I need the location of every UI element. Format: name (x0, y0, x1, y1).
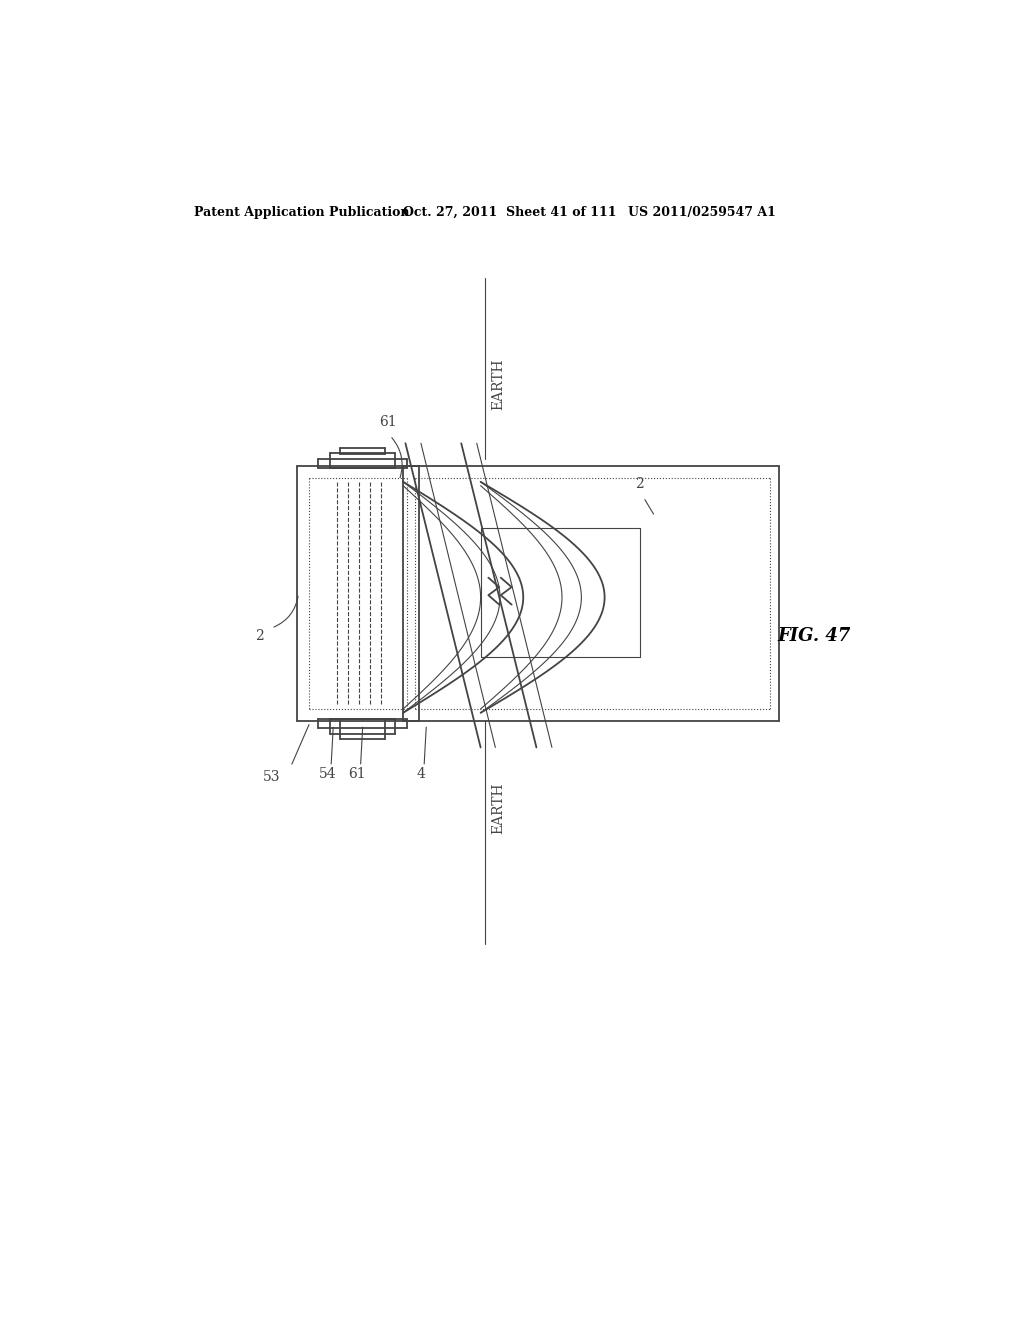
Text: 53: 53 (262, 770, 281, 784)
Text: Oct. 27, 2011  Sheet 41 of 111: Oct. 27, 2011 Sheet 41 of 111 (403, 206, 616, 219)
Text: 61: 61 (348, 767, 367, 781)
Text: 54: 54 (319, 767, 337, 781)
Text: 4: 4 (417, 767, 425, 781)
Text: US 2011/0259547 A1: US 2011/0259547 A1 (628, 206, 776, 219)
Text: 2: 2 (635, 477, 644, 491)
Text: FIG. 47: FIG. 47 (777, 627, 851, 644)
Text: EARTH: EARTH (492, 781, 506, 834)
Text: Patent Application Publication: Patent Application Publication (194, 206, 410, 219)
Text: 2: 2 (255, 628, 264, 643)
Text: 61: 61 (379, 416, 396, 429)
Text: EARTH: EARTH (492, 359, 506, 411)
